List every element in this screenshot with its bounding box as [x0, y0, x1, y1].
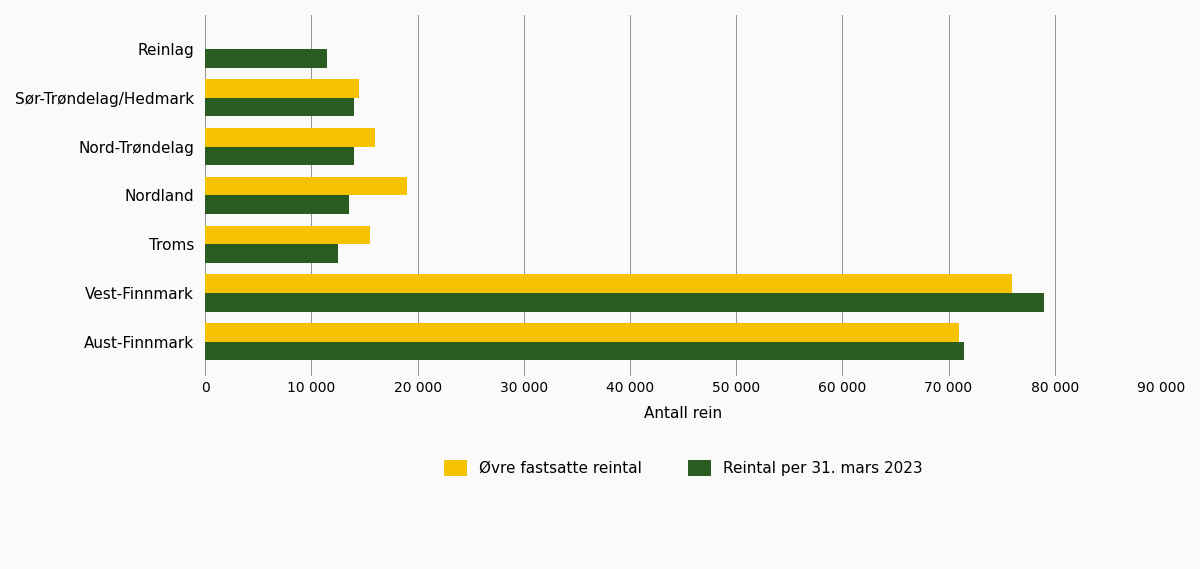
Bar: [205, 147, 354, 165]
Bar: [205, 98, 354, 117]
Bar: [205, 226, 370, 244]
Bar: [205, 128, 376, 147]
Bar: [205, 177, 407, 196]
Bar: [205, 293, 1044, 312]
Bar: [205, 342, 965, 360]
Bar: [205, 323, 959, 342]
Bar: [205, 80, 359, 98]
Bar: [205, 244, 338, 263]
Bar: [205, 274, 1013, 293]
Bar: [205, 196, 348, 214]
Bar: [205, 49, 328, 68]
Legend: Øvre fastsatte reintal, Reintal per 31. mars 2023: Øvre fastsatte reintal, Reintal per 31. …: [436, 452, 930, 484]
X-axis label: Antall rein: Antall rein: [644, 406, 722, 421]
